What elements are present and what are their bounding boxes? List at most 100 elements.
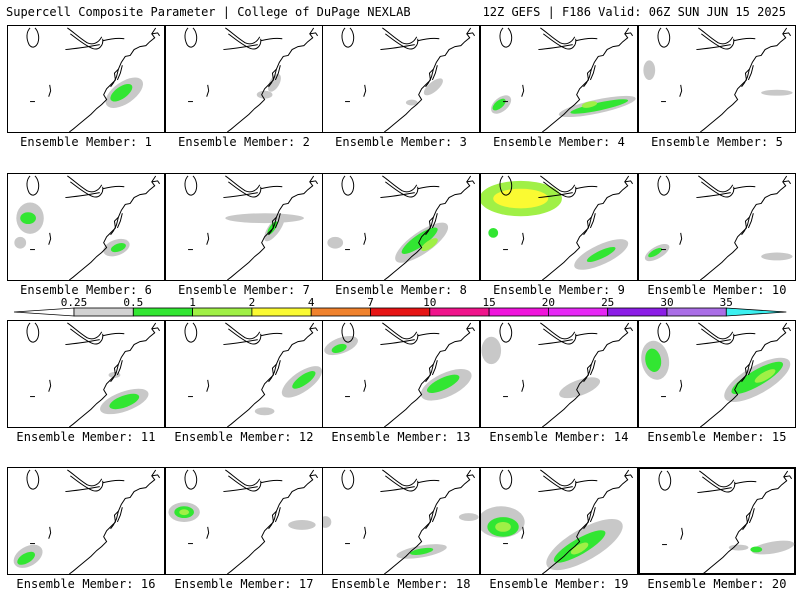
member-map-graphic [327, 175, 476, 280]
ensemble-member-map-panel[interactable] [7, 320, 165, 428]
member-map-graphic [641, 322, 792, 427]
ensemble-member-label: Ensemble Member: 17 [174, 577, 314, 591]
coastline-outline [110, 69, 119, 88]
coastline-outline [268, 511, 277, 530]
coastline-outline [540, 27, 576, 45]
ensemble-member-label: Ensemble Member: 6 [20, 283, 152, 297]
coastline-outline [538, 192, 573, 199]
coastline-outline [227, 175, 315, 280]
ensemble-member-map-panel[interactable] [7, 173, 165, 281]
ensemble-member-map-panel[interactable] [165, 320, 323, 428]
ensemble-member-map-panel[interactable] [638, 467, 796, 575]
ensemble-member-label: Ensemble Member: 12 [174, 430, 314, 444]
coastline-outline [48, 526, 52, 539]
coastline-outline [700, 27, 788, 132]
coastline-outline [701, 33, 735, 50]
ensemble-member-map-panel[interactable] [165, 467, 323, 575]
ensemble-member-map-panel[interactable] [165, 173, 323, 281]
coastline-outline [384, 175, 472, 280]
coastline-outline [425, 511, 434, 530]
colorbar-tick-label: 1 [189, 296, 196, 309]
coastline-outline [225, 469, 261, 487]
coastline-outline [26, 322, 40, 343]
colorbar-left-arrow [13, 307, 75, 317]
colorbar-tick-label: 4 [308, 296, 315, 309]
ensemble-member-map-panel[interactable] [480, 320, 638, 428]
coastline-outline [380, 486, 415, 493]
coastline-outline [583, 69, 592, 88]
coastline-outline [734, 480, 757, 485]
ensemble-member-map-panel[interactable] [322, 467, 480, 575]
coastline-outline [499, 469, 513, 490]
ensemble-member-map-panel[interactable] [322, 25, 480, 133]
ensemble-member-map-panel[interactable] [638, 320, 796, 428]
ensemble-member-map-panel[interactable] [638, 173, 796, 281]
scp-contour-region [327, 236, 344, 249]
coastline-outline [382, 27, 418, 45]
ensemble-member-map-panel[interactable] [322, 173, 480, 281]
coastline-outline [679, 232, 683, 245]
scp-contour-region [323, 516, 332, 528]
scp-contour-region [648, 247, 663, 258]
coastline-outline [228, 33, 262, 50]
coastline-outline [223, 486, 258, 493]
coastline-outline [425, 364, 434, 383]
coastline-outline [542, 322, 630, 427]
ensemble-member-label: Ensemble Member: 13 [331, 430, 471, 444]
ensemble-member-label: Ensemble Member: 8 [335, 283, 467, 297]
colorbar-tick-label: 15 [482, 296, 495, 309]
ensemble-member-map-panel[interactable] [638, 25, 796, 133]
ensemble-member-map-panel[interactable] [480, 173, 638, 281]
coastline-outline [657, 322, 671, 343]
coastline-outline [521, 84, 525, 97]
coastline-outline [70, 328, 104, 345]
ensemble-member-map-panel[interactable] [322, 320, 480, 428]
ensemble-member-label: Ensemble Member: 10 [647, 283, 787, 297]
coastline-outline [69, 469, 157, 574]
coastline-outline [309, 327, 319, 332]
coastline-outline [341, 175, 355, 196]
coastline-outline [382, 175, 418, 193]
coastline-outline [624, 327, 634, 332]
coastline-outline [341, 322, 355, 343]
ensemble-member-map-panel[interactable] [7, 467, 165, 575]
coastline-outline [679, 84, 683, 97]
scp-contour-region [458, 513, 479, 521]
ensemble-member-map-panel[interactable] [480, 25, 638, 133]
colorbar-tick-label: 2 [249, 296, 256, 309]
coastline-outline [466, 327, 476, 332]
ensemble-member-map-panel[interactable] [7, 25, 165, 133]
coastline-outline [698, 175, 734, 193]
coastline-outline [228, 328, 262, 345]
coastline-outline [309, 180, 319, 185]
coastline-outline [701, 328, 735, 345]
coastline-outline [274, 65, 281, 81]
scp-contour-region [559, 377, 601, 399]
coastline-outline [733, 332, 756, 337]
coastline-outline [65, 192, 100, 199]
coastline-outline [102, 479, 125, 484]
member-map-graphic [14, 175, 161, 280]
colorbar-tick-label: 20 [542, 296, 555, 309]
coastline-outline [363, 84, 367, 97]
ensemble-member-map-panel[interactable] [480, 467, 638, 575]
coastline-outline [70, 475, 104, 492]
coastline-outline [538, 44, 573, 51]
coastline-outline [380, 339, 415, 346]
colorbar-segment [192, 307, 253, 317]
coastline-outline [274, 507, 281, 523]
colorbar-tick-label: 0.25 [61, 296, 88, 309]
coastline-outline [417, 479, 440, 484]
scp-contour-region [17, 551, 35, 565]
coastline-outline [69, 322, 157, 427]
coastline-outline [466, 474, 476, 479]
coastline-outline [48, 84, 52, 97]
coastline-outline [70, 181, 104, 198]
coastline-outline [309, 474, 319, 479]
coastline-outline [26, 175, 40, 196]
coastline-outline [382, 469, 418, 487]
coastline-outline [151, 474, 161, 479]
scp-contour-region [410, 547, 434, 555]
ensemble-member-map-panel[interactable] [165, 25, 323, 133]
colorbar-segment [429, 307, 490, 317]
